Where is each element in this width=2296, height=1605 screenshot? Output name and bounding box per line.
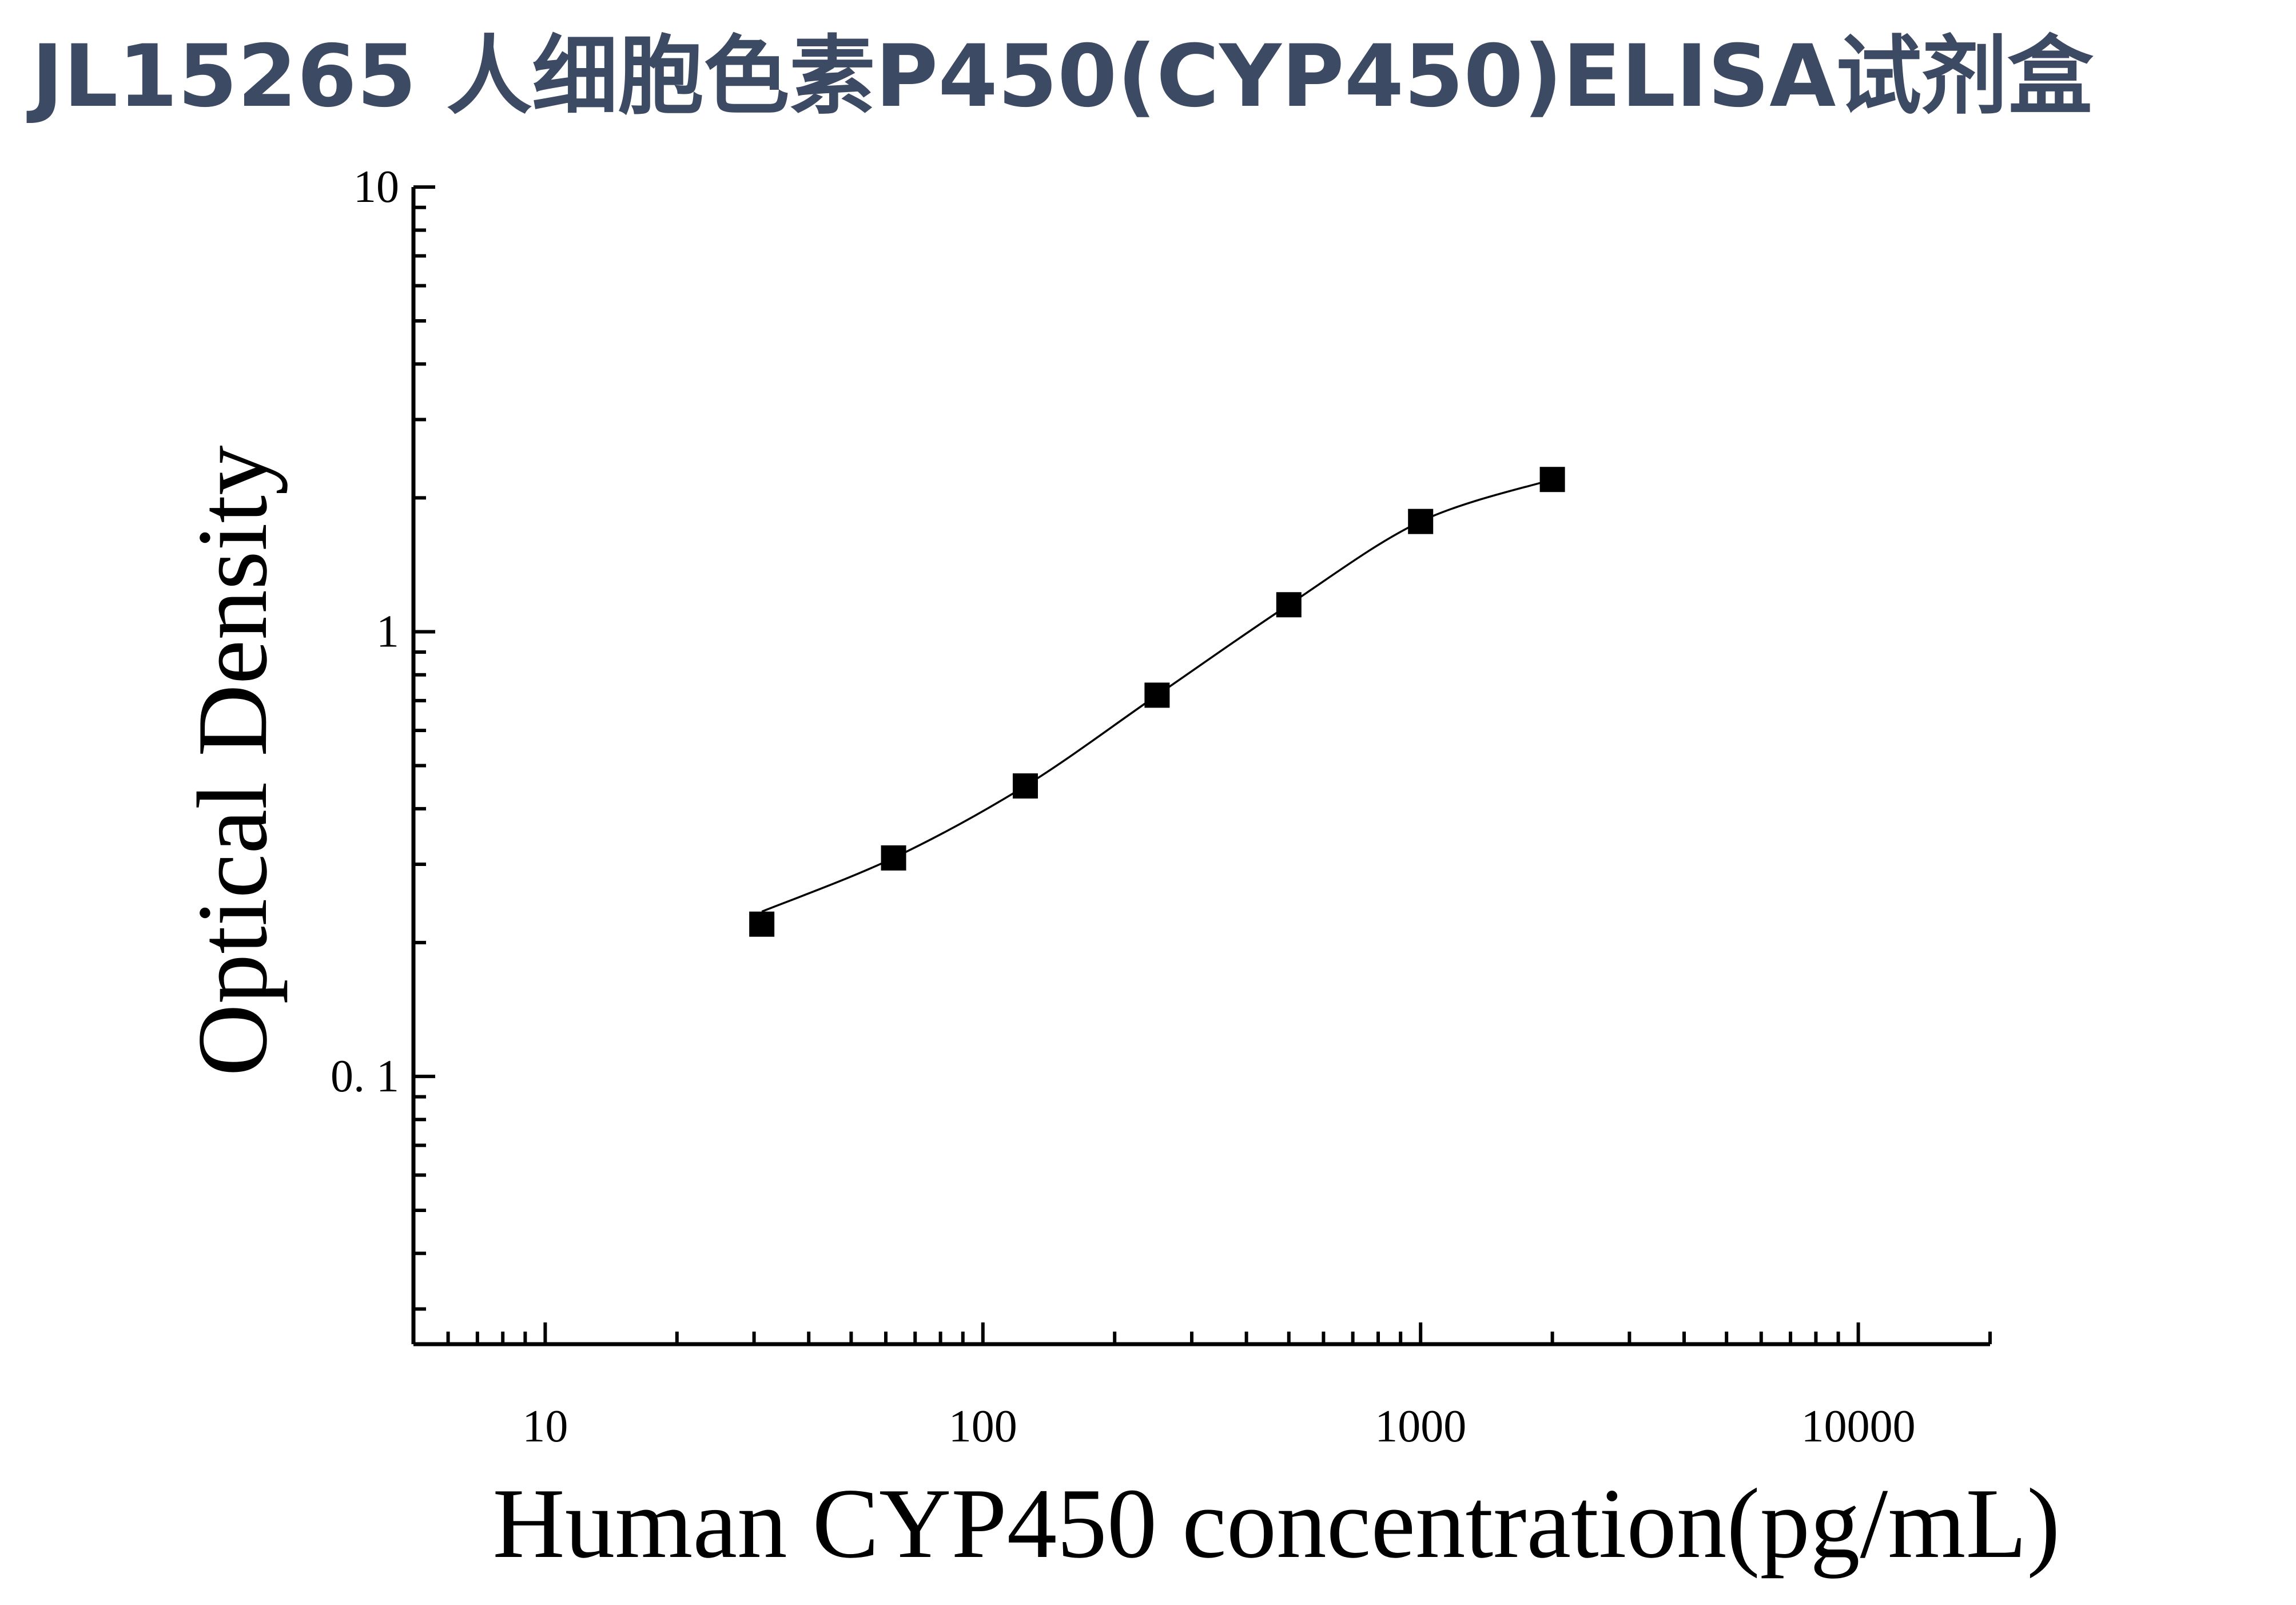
axes	[411, 185, 1992, 1346]
data-point	[749, 911, 775, 937]
x-tick-label: 10	[522, 1401, 568, 1452]
y-tick-label: 10	[353, 162, 399, 212]
data-point	[1144, 682, 1170, 708]
data-points-layer	[749, 467, 1565, 937]
data-point	[1012, 773, 1038, 799]
y-tick-label: 1	[376, 606, 399, 657]
data-point	[1276, 592, 1302, 618]
x-tick-label: 1000	[1375, 1401, 1466, 1452]
x-tick-label: 100	[949, 1401, 1017, 1452]
data-point	[881, 845, 906, 871]
data-point	[1408, 508, 1434, 534]
y-axis-label: Optical Density	[177, 445, 288, 1076]
x-axis-label: Human CYP450 concentration(pg/mL)	[492, 1468, 2060, 1579]
data-point	[1539, 467, 1565, 492]
x-tick-label: 10000	[1801, 1401, 1916, 1452]
tick-labels-layer: 10 100 1000 10000 0. 1 1 10	[331, 162, 1916, 1452]
y-tick-label: 0. 1	[331, 1051, 399, 1102]
chart-title: JL15265 人细胞色素P450(CYP450)ELISA试剂盒	[26, 27, 2094, 126]
